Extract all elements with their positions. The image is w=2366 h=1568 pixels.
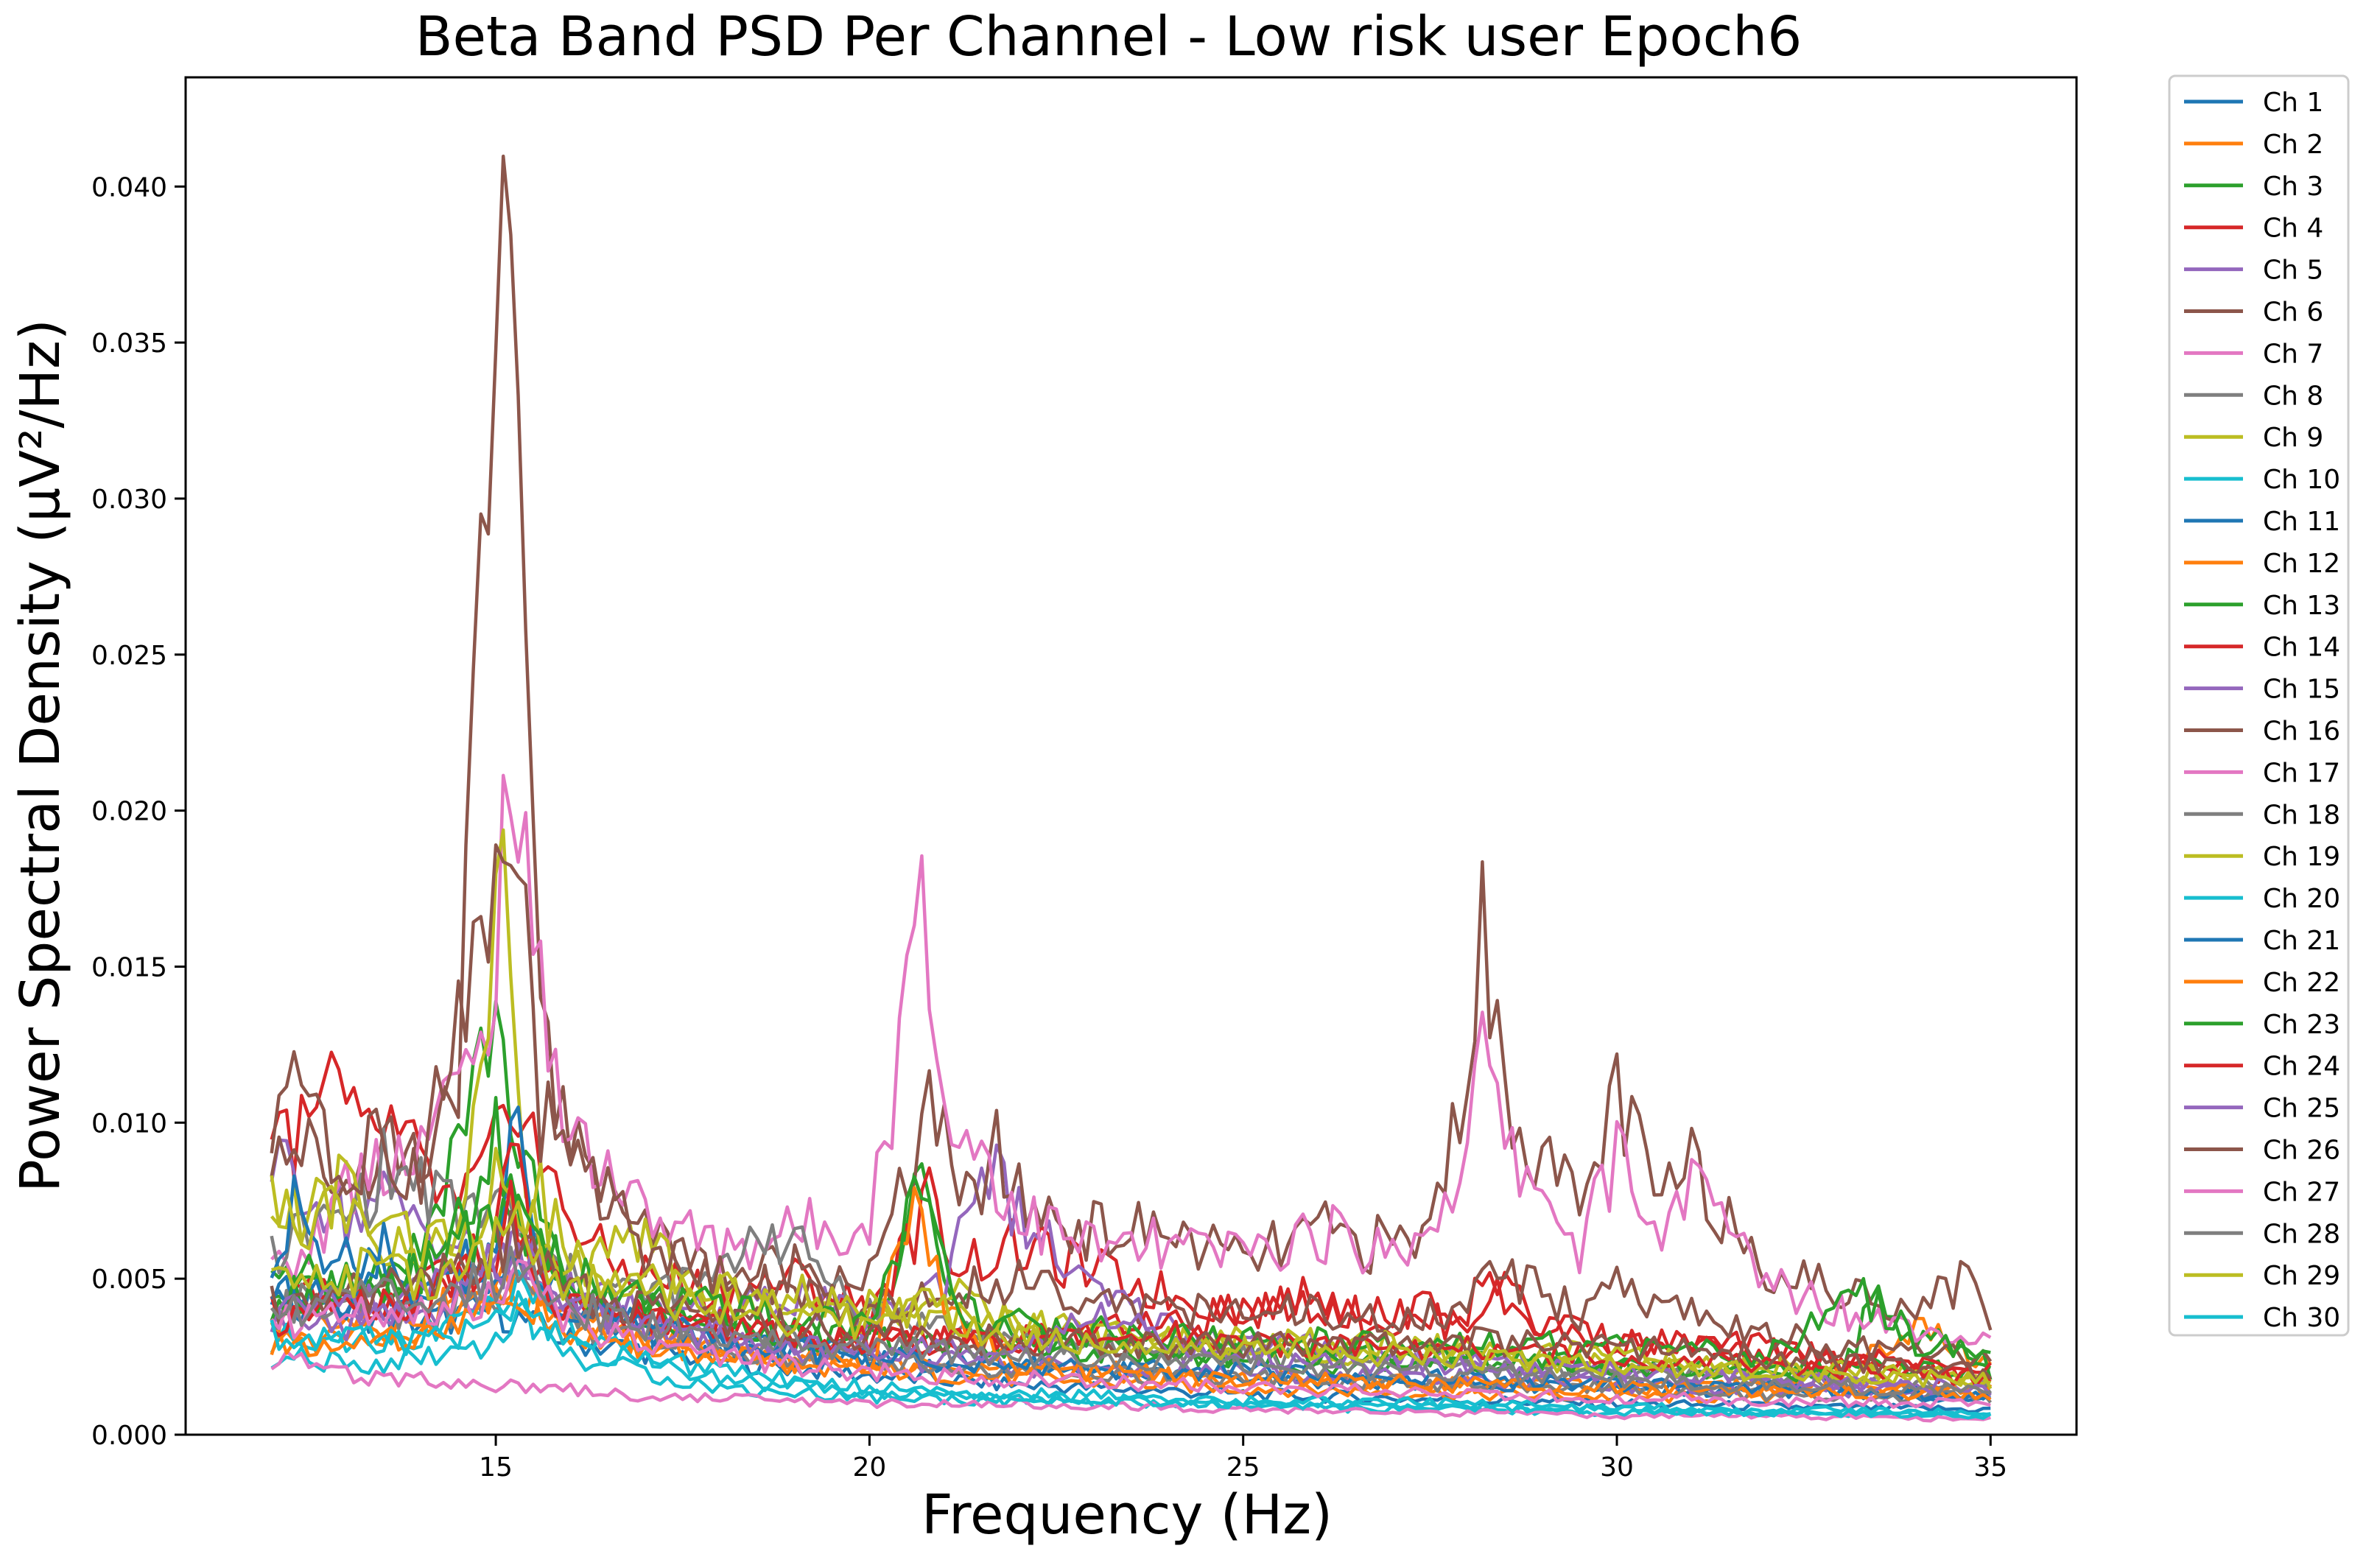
legend-label-ch-16: Ch 16 — [2263, 717, 2340, 747]
series-line-ch-30 — [270, 1290, 1992, 1420]
series-line-ch-28 — [270, 1245, 1991, 1397]
legend-label-ch-20: Ch 20 — [2263, 884, 2340, 914]
legend-label-ch-21: Ch 21 — [2263, 926, 2340, 956]
legend: Ch 1 Ch 2 Ch 3 Ch 4 Ch 5 Ch 6 Ch 7 Ch 8 Ch 9 Ch 1… — [2168, 74, 2350, 1337]
legend-label-ch-28: Ch 28 — [2263, 1219, 2340, 1249]
x-tick-label: 20 — [852, 1452, 886, 1483]
legend-label-ch-25: Ch 25 — [2263, 1094, 2340, 1124]
legend-label-ch-8: Ch 8 — [2263, 381, 2323, 411]
legend-label-ch-22: Ch 22 — [2263, 968, 2340, 998]
y-tick-label: 0.005 — [91, 1265, 167, 1295]
legend-label-ch-1: Ch 1 — [2263, 88, 2323, 118]
x-tick-label: 15 — [479, 1452, 513, 1483]
series-line-ch-29 — [271, 1200, 1993, 1390]
y-tick-label: 0.030 — [91, 485, 167, 515]
legend-label-ch-5: Ch 5 — [2263, 256, 2323, 286]
x-axis-label: Frequency (Hz) — [922, 1483, 1333, 1547]
legend-label-ch-10: Ch 10 — [2263, 465, 2340, 495]
legend-label-ch-2: Ch 2 — [2263, 130, 2323, 160]
legend-label-ch-14: Ch 14 — [2263, 633, 2340, 663]
y-axis-label: Power Spectral Density (µV²/Hz) — [9, 319, 72, 1192]
chart-title: Beta Band PSD Per Channel - Low risk use… — [415, 5, 1802, 68]
x-tick-label: 25 — [1226, 1452, 1260, 1483]
x-tick-label: 30 — [1600, 1452, 1634, 1483]
legend-label-ch-24: Ch 24 — [2263, 1052, 2340, 1082]
legend-label-ch-15: Ch 15 — [2263, 675, 2340, 705]
legend-label-ch-6: Ch 6 — [2263, 298, 2323, 328]
legend-frame — [2168, 74, 2350, 1337]
series-line-ch-27 — [270, 1259, 1991, 1409]
y-tick-label: 0.010 — [91, 1108, 167, 1139]
legend-label-ch-9: Ch 9 — [2263, 423, 2323, 453]
legend-label-ch-17: Ch 17 — [2263, 758, 2340, 788]
x-tick-label: 35 — [1973, 1452, 2007, 1483]
legend-label-ch-29: Ch 29 — [2263, 1261, 2340, 1291]
legend-label-ch-23: Ch 23 — [2263, 1010, 2340, 1040]
axes: 15 20 25 30 35 0.000 0.005 0.010 0.015 0.020 0.025… — [91, 172, 2007, 1483]
legend-label-ch-11: Ch 11 — [2263, 507, 2340, 537]
series-layer — [270, 154, 1993, 1423]
legend-label-ch-30: Ch 30 — [2263, 1303, 2340, 1333]
series-line-ch-14 — [270, 1142, 1993, 1374]
series-line-ch-1 — [270, 1275, 1991, 1414]
legend-label-ch-7: Ch 7 — [2263, 339, 2323, 369]
legend-label-ch-27: Ch 27 — [2263, 1177, 2340, 1207]
y-tick-label: 0.025 — [91, 641, 167, 671]
y-tick-label: 0.035 — [91, 328, 167, 359]
y-tick-label: 0.015 — [91, 952, 167, 982]
y-tick-label: 0.020 — [91, 797, 167, 827]
legend-label-ch-13: Ch 13 — [2263, 591, 2340, 621]
plot-frame — [184, 76, 2078, 1436]
legend-items: Ch 1 Ch 2 Ch 3 Ch 4 Ch 5 Ch 6 Ch 7 Ch 8 Ch 9 Ch 1… — [2184, 88, 2340, 1333]
legend-label-ch-3: Ch 3 — [2263, 172, 2323, 202]
series-line-ch-16 — [270, 843, 1993, 1371]
legend-label-ch-12: Ch 12 — [2263, 549, 2340, 579]
legend-label-ch-4: Ch 4 — [2263, 214, 2323, 244]
legend-label-ch-26: Ch 26 — [2263, 1136, 2340, 1166]
series-line-ch-7 — [270, 773, 1992, 1346]
y-tick-label: 0.000 — [91, 1421, 167, 1451]
legend-label-ch-19: Ch 19 — [2263, 842, 2340, 872]
y-tick-label: 0.040 — [91, 172, 167, 203]
legend-label-ch-18: Ch 18 — [2263, 800, 2340, 830]
